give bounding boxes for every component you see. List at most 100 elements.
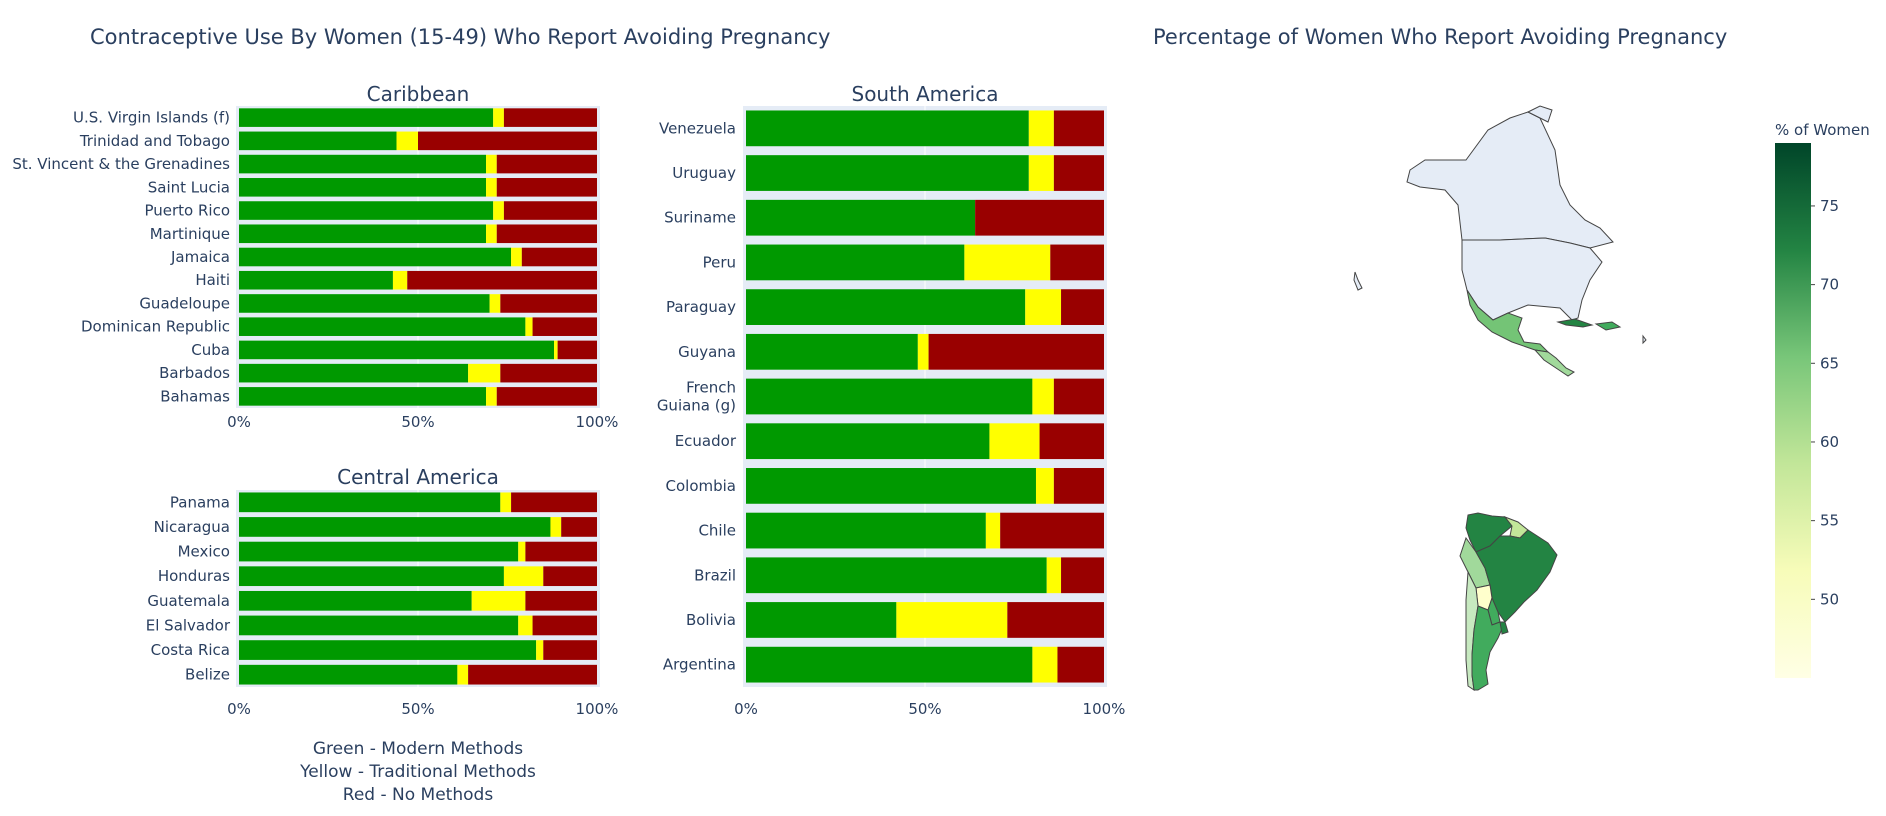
bar-venezuela-traditional-methods [1028,110,1054,147]
category-label: Jamaica [170,248,230,266]
bar-argentina-modern-methods [746,646,1033,683]
category-label: Costa Rica [151,641,230,659]
bar-guatemala-modern-methods [239,590,472,611]
map-cuba [1556,318,1594,328]
bar-cuba-modern-methods [239,340,555,360]
bar-panama-traditional-methods [500,492,512,513]
bar-st-vincent-the-grenadines-no-methods [496,154,597,174]
bar-uruguay-modern-methods [746,155,1029,191]
colorbar-tick-label: 65 [1820,354,1839,372]
category-label: Chile [698,522,736,540]
x-tick-label: 0% [227,413,251,431]
bar-u-s-virgin-islands-f-no-methods [503,108,597,127]
bar-ecuador-traditional-methods [989,423,1040,460]
category-label: U.S. Virgin Islands (f) [73,109,230,127]
bar-colombia-no-methods [1053,468,1104,504]
colorbar-gradient [1775,143,1811,678]
bar-argentina-traditional-methods [1032,646,1058,683]
bar-saint-lucia-modern-methods [239,178,487,197]
panel-caribbean: Caribbean U.S. Virgin Islands (f) Trinidad… [12,82,618,431]
category-label: Peru [703,253,736,271]
panel-title: Caribbean [367,82,470,106]
bar-trinidad-and-tobago-no-methods [418,131,597,151]
x-tick-label: 0% [227,700,251,718]
category-label: Dominican Republic [81,318,230,336]
note-none: Red - No Methods [343,785,494,805]
right-figure-title: Percentage of Women Who Report Avoiding … [1153,25,1727,49]
panel-central-america: Central America Panama Nicaragua Mexico Hond… [146,465,619,718]
bar-ecuador-no-methods [1039,423,1104,460]
category-label: Colombia [666,477,737,495]
bar-st-vincent-the-grenadines-modern-methods [239,154,487,174]
note-modern: Green - Modern Methods [313,739,523,759]
bar-trinidad-and-tobago-modern-methods [239,131,397,151]
bar-costa-rica-modern-methods [239,640,537,660]
category-label: Bolivia [686,611,736,629]
map-island-east [1642,334,1647,345]
bar-paraguay-traditional-methods [1025,289,1062,325]
bar-panama-no-methods [511,492,597,513]
bar-el-salvador-no-methods [532,615,597,636]
map-mexico [1466,289,1550,353]
bar-haiti-modern-methods [239,270,393,290]
bar-chart-panels: Caribbean U.S. Virgin Islands (f) Trinidad… [12,82,1125,718]
bar-guyana-no-methods [928,333,1104,370]
map-central-america [1533,349,1575,377]
bar-martinique-traditional-methods [486,224,497,244]
bar-jamaica-modern-methods [239,247,512,267]
category-label: Haiti [195,271,230,289]
category-label-line: French [686,379,736,397]
category-label: Honduras [158,567,230,585]
bar-barbados-no-methods [500,363,597,383]
choropleth-map [1353,105,1647,692]
bar-st-vincent-the-grenadines-traditional-methods [486,154,497,174]
map-hispaniola [1594,321,1622,331]
colorbar-title: % of Women [1775,121,1870,139]
bar-colombia-traditional-methods [1035,468,1054,504]
map-argentina [1471,605,1506,691]
bar-suriname-no-methods [975,199,1104,236]
category-label: Belize [185,666,230,684]
bar-belize-modern-methods [239,664,458,685]
bar-martinique-modern-methods [239,224,487,244]
category-label: Mexico [178,543,230,561]
category-label: Suriname [664,209,736,227]
category-label: St. Vincent & the Grenadines [12,155,230,173]
category-label: Martinique [150,225,230,243]
bar-suriname-modern-methods [746,199,976,236]
bar-jamaica-no-methods [521,247,597,267]
bar-puerto-rico-modern-methods [239,201,494,220]
bar-costa-rica-traditional-methods [536,640,544,660]
note-traditional: Yellow - Traditional Methods [299,762,536,782]
bar-french-guiana-g-no-methods [1053,378,1104,415]
bar-ecuador-modern-methods [746,423,990,460]
bar-dominican-republic-traditional-methods [525,317,533,336]
bar-uruguay-no-methods [1053,155,1104,191]
bar-honduras-traditional-methods [503,566,544,587]
bar-bolivia-no-methods [1007,602,1104,638]
bar-uruguay-traditional-methods [1028,155,1054,191]
colorbar-ticks: 50 55 60 65 70 75 [1811,197,1839,608]
category-label: Guyana [678,343,736,361]
map-uruguay [1499,621,1509,635]
panel-south-america: South America Venezuela Uruguay Suriname Per… [657,82,1126,718]
bar-chile-traditional-methods [985,512,1001,549]
x-tick-label: 100% [576,700,619,718]
bar-nicaragua-no-methods [561,517,597,537]
bar-panama-modern-methods [239,492,501,513]
bar-cuba-no-methods [557,340,597,360]
category-label: Puerto Rico [144,202,230,220]
bar-el-salvador-modern-methods [239,615,519,636]
colorbar-tick-label: 70 [1820,276,1839,294]
bar-haiti-no-methods [407,270,597,290]
bar-u-s-virgin-islands-f-traditional-methods [493,108,504,127]
category-label: Venezuela [659,119,736,137]
bar-brazil-traditional-methods [1046,557,1062,594]
category-label: Saint Lucia [148,178,230,196]
bar-guadeloupe-no-methods [500,294,597,313]
bar-jamaica-traditional-methods [511,247,522,267]
bar-cuba-traditional-methods [554,340,558,360]
bar-honduras-modern-methods [239,566,504,587]
